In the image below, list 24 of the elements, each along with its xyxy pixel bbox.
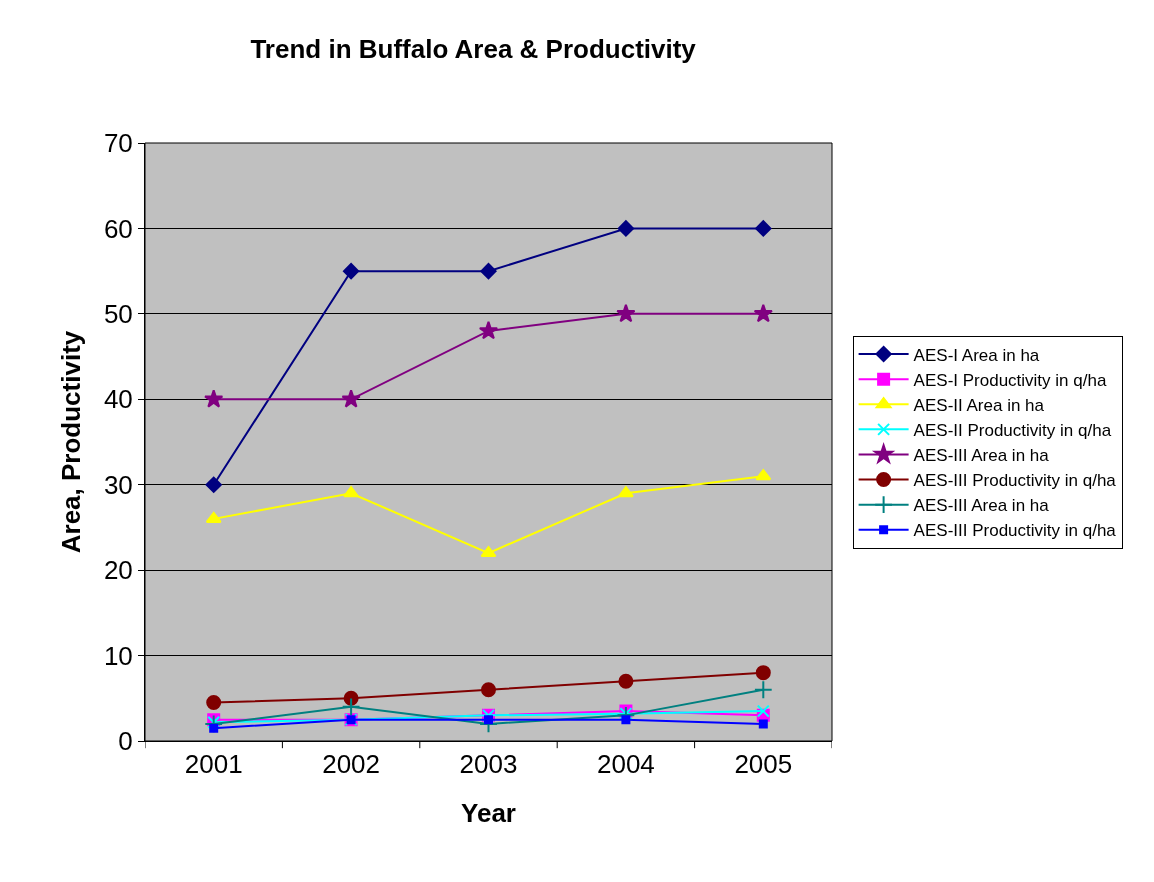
legend-label: AES-III Productivity in q/ha (913, 471, 1117, 491)
legend-label: AES-II Area in ha (913, 395, 1045, 415)
y-tick-label: 30 (103, 469, 133, 500)
y-tick-label: 20 (103, 555, 133, 586)
legend-label: AES-III Productivity in q/ha (913, 521, 1117, 541)
x-tick-label: 2003 (459, 749, 518, 780)
legend-label: AES-III Area in ha (913, 446, 1050, 466)
y-tick-label: 50 (103, 298, 133, 329)
x-tick-label: 2005 (734, 749, 793, 780)
y-tick-label: 0 (118, 726, 133, 757)
x-tick-label: 2004 (596, 749, 655, 780)
y-tick-label: 60 (103, 213, 133, 244)
chart-title: Trend in Buffalo Area & Productivity (250, 33, 697, 64)
y-axis-title: Area, Productivity (56, 330, 87, 554)
y-tick-label: 10 (103, 640, 133, 671)
y-tick-label: 70 (103, 128, 133, 159)
y-tick-label: 40 (103, 384, 133, 415)
x-axis-title: Year (461, 797, 516, 828)
legend-label: AES-III Area in ha (913, 496, 1050, 516)
x-tick-label: 2002 (322, 749, 381, 780)
legend-label: AES-I Productivity in q/ha (913, 370, 1107, 390)
x-tick-label: 2001 (184, 749, 243, 780)
legend-label: AES-I Area in ha (913, 345, 1040, 365)
legend-label: AES-II Productivity in q/ha (913, 420, 1112, 440)
